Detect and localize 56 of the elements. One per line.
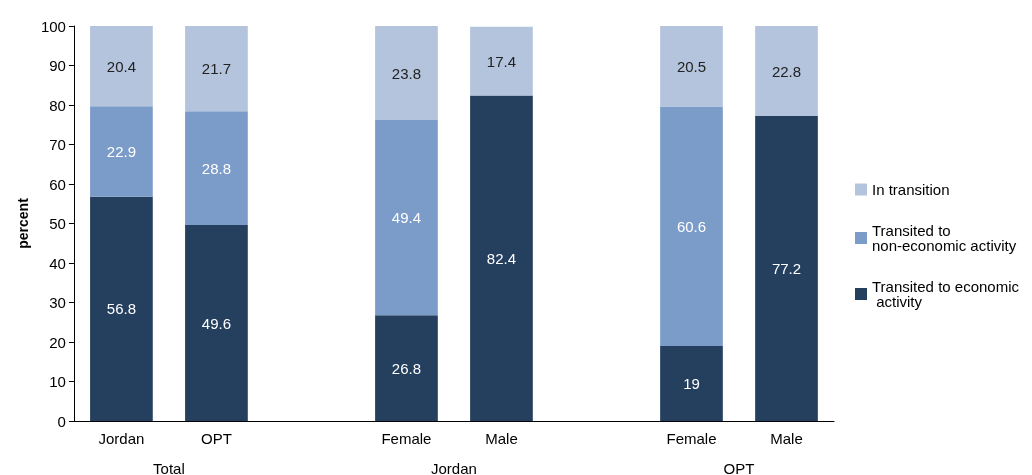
bar <box>90 106 153 197</box>
data-label: 77.2 <box>771 260 802 278</box>
bar <box>185 26 248 112</box>
data-label: 20.5 <box>676 57 707 75</box>
data-label: 22.8 <box>771 62 802 80</box>
x-tick-label: Male <box>770 430 803 447</box>
bar <box>90 196 153 421</box>
data-label: 23.8 <box>391 64 422 82</box>
x-tick-label: Female <box>666 430 717 447</box>
x-tick-label: Female <box>381 430 432 447</box>
bar <box>660 26 723 107</box>
x-tick-label: Jordan <box>98 430 145 447</box>
y-tick-label: 10 <box>49 373 66 390</box>
y-tick-label: 20 <box>49 333 66 351</box>
bar <box>185 225 248 421</box>
text: Jordan <box>431 460 477 475</box>
data-label: 26.8 <box>391 359 422 377</box>
bar <box>660 345 723 421</box>
y-tick-label: 50 <box>49 215 66 232</box>
x-tick-label: OPT <box>201 430 232 447</box>
data-label: 17.4 <box>486 52 517 70</box>
y-axis-title: percent <box>15 197 31 249</box>
text: Total <box>153 460 185 475</box>
y-tick-label: 0 <box>57 412 66 430</box>
legend-label: In transition <box>871 181 950 198</box>
bar <box>470 95 533 421</box>
data-label: 60.6 <box>676 217 707 235</box>
y-tick-label: 90 <box>49 57 66 74</box>
y-tick-label: 80 <box>49 96 66 114</box>
data-label: 49.6 <box>201 314 232 332</box>
bar <box>90 26 153 107</box>
y-tick-label: 30 <box>49 294 66 311</box>
data-label: 82.4 <box>486 249 517 267</box>
data-label: 21.7 <box>201 60 232 78</box>
legend-label: Transited to non-economic activity <box>871 222 1017 254</box>
y-tick-label: 70 <box>49 136 66 153</box>
data-label: 20.4 <box>106 57 137 75</box>
y-tick-label: 60 <box>49 175 66 193</box>
bar <box>375 26 438 121</box>
bar <box>375 120 438 316</box>
data-label: 28.8 <box>201 159 232 177</box>
y-tick-label: 100 <box>40 17 66 35</box>
data-label: 49.4 <box>391 209 422 227</box>
data-label: 22.9 <box>106 142 137 160</box>
bar <box>185 111 248 226</box>
y-tick-label: 40 <box>49 254 66 272</box>
bar <box>755 26 818 117</box>
bar <box>375 315 438 421</box>
data-label: 56.8 <box>106 300 137 318</box>
bar <box>470 26 533 96</box>
legend-label: Transited to economic activity <box>871 278 1020 310</box>
x-tick-label: Male <box>485 430 518 447</box>
text: OPT <box>723 460 755 475</box>
bar <box>755 116 818 421</box>
bar <box>660 106 723 346</box>
data-label: 19 <box>683 374 700 392</box>
